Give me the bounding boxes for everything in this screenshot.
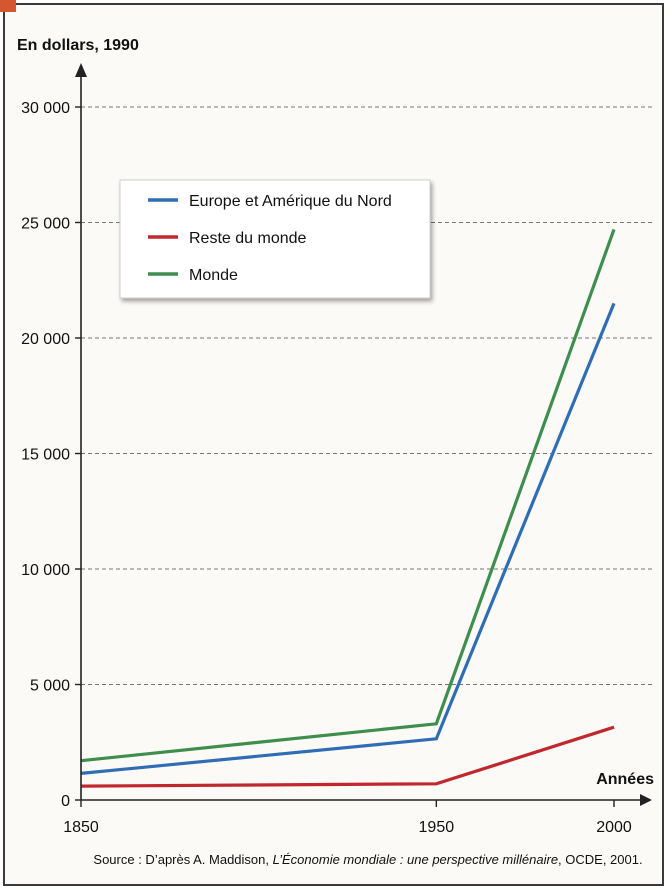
y-tick-label: 5 000 xyxy=(30,678,70,695)
x-axis-label: Années xyxy=(596,771,654,788)
y-tick-label: 25 000 xyxy=(21,216,70,233)
x-axis-arrow-icon xyxy=(640,794,652,806)
x-tick-label: 1850 xyxy=(63,819,99,836)
legend-label: Reste du monde xyxy=(189,230,307,247)
source-title: L’Économie mondiale : une perspective mi… xyxy=(273,852,558,867)
source-suffix: , OCDE, 2001. xyxy=(558,852,643,867)
legend-label: Europe et Amérique du Nord xyxy=(189,193,392,210)
y-axis-ticks: 0 5 000 10 000 15 000 20 000 25 000 30 000 xyxy=(21,100,81,810)
series-lines xyxy=(80,228,616,788)
chart-frame xyxy=(3,3,664,886)
y-tick-label: 20 000 xyxy=(21,331,70,348)
legend: Europe et Amérique du Nord Reste du monde… xyxy=(119,179,431,299)
x-axis-ticks: 1850 1950 2000 xyxy=(63,800,632,836)
source-note: Source : D’après A. Maddison, L’Économie… xyxy=(93,852,642,867)
corner-badge xyxy=(0,0,16,12)
y-axis-label: En dollars, 1990 xyxy=(17,37,139,54)
source-prefix: Source : D’après A. Maddison, xyxy=(93,852,272,867)
y-tick-label: 0 xyxy=(61,793,70,810)
x-tick-label: 1950 xyxy=(419,819,455,836)
series-line-2 xyxy=(80,725,615,788)
series-line-3 xyxy=(80,228,616,763)
y-tick-label: 15 000 xyxy=(21,447,70,464)
series-line-1 xyxy=(80,302,616,775)
y-axis-arrow-icon xyxy=(75,63,87,77)
y-tick-label: 30 000 xyxy=(21,100,70,117)
x-tick-label: 2000 xyxy=(596,819,632,836)
y-tick-label: 10 000 xyxy=(21,562,70,579)
legend-label: Monde xyxy=(189,267,238,284)
